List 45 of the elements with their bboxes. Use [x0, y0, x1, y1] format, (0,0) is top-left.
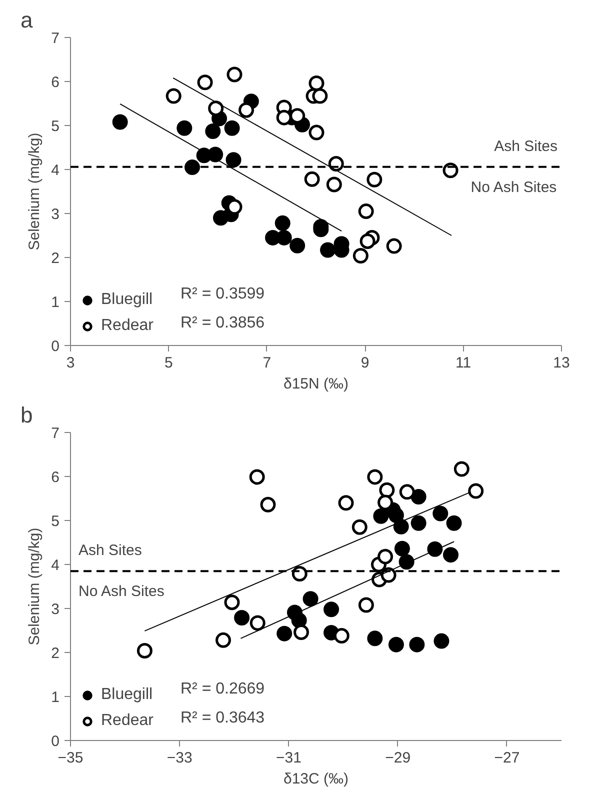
x-tick-label: 3 — [66, 354, 75, 372]
y-tick-label: 3 — [51, 206, 60, 223]
y-tick-label: 7 — [51, 30, 60, 47]
annotation: R² = 0.2669 — [180, 680, 265, 698]
y-tick-label: 6 — [51, 469, 60, 486]
annotation: No Ash Sites — [78, 583, 164, 600]
y-tick-label: 1 — [51, 689, 60, 706]
x-tick-label: −35 — [58, 750, 84, 766]
y-tick-label: 4 — [51, 557, 60, 574]
y-tick-label: 3 — [51, 601, 60, 618]
x-tick-label: 11 — [456, 354, 472, 372]
annotation: R² = 0.3856 — [180, 314, 265, 332]
legend-label: Bluegill — [101, 290, 153, 310]
annotation: No Ash Sites — [470, 178, 557, 196]
x-tick-label: 7 — [262, 354, 272, 372]
legend-label: Redear — [101, 316, 154, 336]
x-tick-label: 5 — [164, 354, 173, 372]
y-tick-label: 7 — [51, 425, 60, 442]
x-axis-title: δ13C (‰) — [283, 770, 349, 788]
chart-title: b — [20, 402, 33, 428]
y-axis-title: Selenium (mg/kg) — [26, 132, 44, 250]
x-tick-label: −31 — [276, 750, 302, 766]
legend-label: Bluegill — [101, 685, 153, 705]
annotation: Ash Sites — [494, 138, 558, 155]
legend-label: Redear — [101, 711, 154, 731]
y-tick-label: 0 — [51, 733, 60, 750]
y-tick-label: 6 — [51, 74, 60, 91]
x-axis-title: δ15N (‰) — [283, 376, 349, 392]
y-tick-label: 5 — [51, 118, 60, 135]
chart-title: a — [20, 8, 34, 32]
y-tick-label: 2 — [51, 250, 60, 267]
x-tick-label: −29 — [385, 750, 411, 766]
annotation: Ash Sites — [78, 542, 142, 560]
y-tick-label: 1 — [51, 294, 60, 311]
x-tick-label: −27 — [494, 750, 520, 766]
y-tick-label: 2 — [51, 645, 60, 662]
y-tick-label: 5 — [51, 513, 60, 530]
x-tick-label: −33 — [166, 750, 192, 766]
x-tick-label: 9 — [360, 354, 370, 372]
x-tick-label: 13 — [553, 354, 570, 372]
y-axis-title: Selenium (mg/kg) — [26, 528, 44, 646]
annotation: R² = 0.3599 — [180, 286, 265, 302]
y-tick-label: 0 — [51, 338, 60, 355]
annotation: R² = 0.3643 — [180, 710, 265, 726]
y-tick-label: 4 — [51, 162, 60, 179]
